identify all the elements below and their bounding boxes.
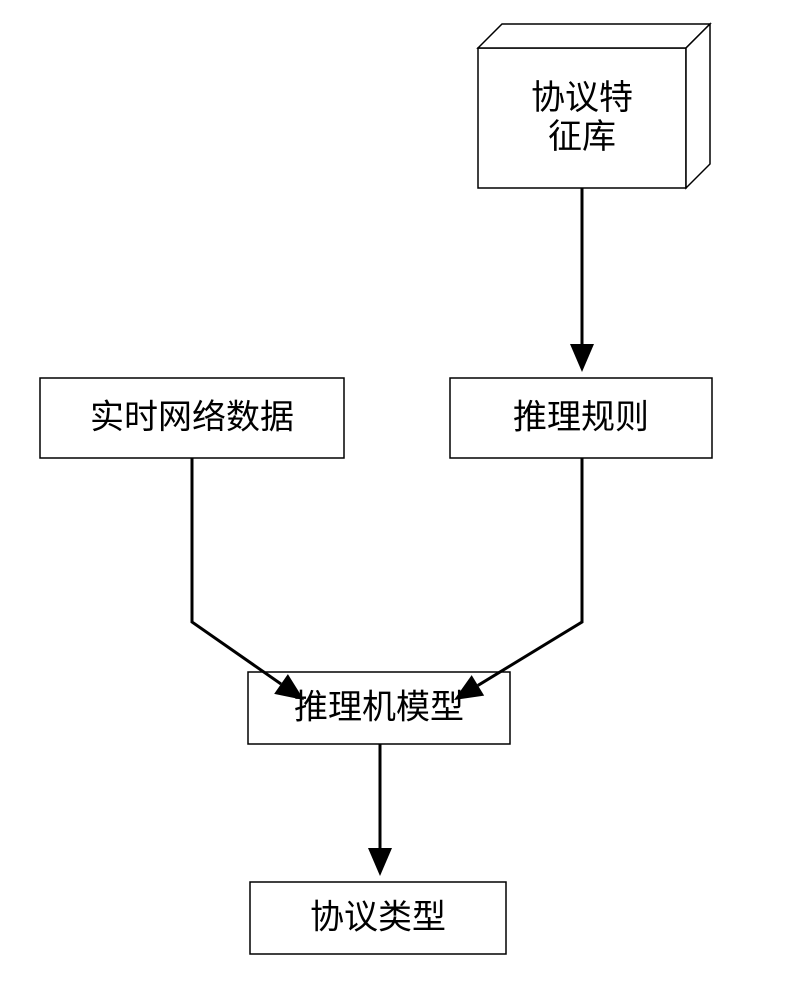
inference_rule-label: 推理规则	[513, 399, 649, 437]
feature_lib-label: 协议特	[531, 79, 633, 117]
feature_lib: 协议特征库	[478, 24, 710, 188]
inference_model-label: 推理机模型	[294, 689, 464, 727]
inference_rule: 推理规则	[450, 378, 712, 458]
feature_lib-label: 征库	[548, 118, 616, 156]
protocol_type: 协议类型	[250, 882, 506, 954]
protocol_type-label: 协议类型	[310, 899, 446, 937]
realtime_data: 实时网络数据	[40, 378, 344, 458]
realtime_data-label: 实时网络数据	[90, 399, 294, 437]
